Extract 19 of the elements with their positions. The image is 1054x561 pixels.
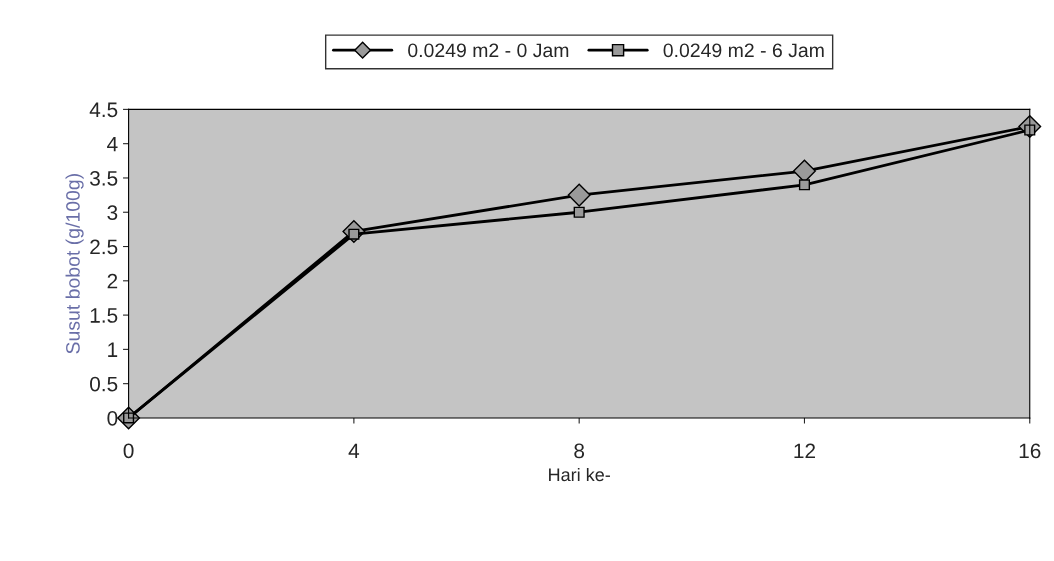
x-tick-label: 4 — [348, 443, 360, 459]
y-tick-label: 1.5 — [90, 308, 118, 323]
y-axis-title: Susut bobot (g/100g) — [65, 174, 84, 354]
y-tick-label: 0.5 — [90, 376, 118, 392]
y-tick-label: 1 — [108, 342, 118, 357]
y-tick-label: 0 — [107, 410, 118, 426]
y-tick-label: 2.5 — [90, 239, 118, 255]
x-tick-label: 16 — [1019, 443, 1041, 459]
y-tick-label: 3.5 — [90, 170, 118, 186]
legend-label: 0.0249 m2 - 0 Jam — [408, 43, 569, 58]
x-tick-label: 0 — [123, 443, 134, 459]
y-tick-label: 4 — [107, 136, 118, 152]
y-tick-label: 3 — [107, 205, 118, 220]
y-tick-label: 2 — [107, 273, 118, 289]
legend-label: 0.0249 m2 - 6 Jam — [663, 43, 824, 58]
x-tick-label: 8 — [574, 443, 585, 459]
x-axis-title: Hari ke- — [549, 467, 610, 482]
x-tick-label: 12 — [794, 443, 816, 459]
y-tick-label: 4.5 — [89, 102, 118, 118]
